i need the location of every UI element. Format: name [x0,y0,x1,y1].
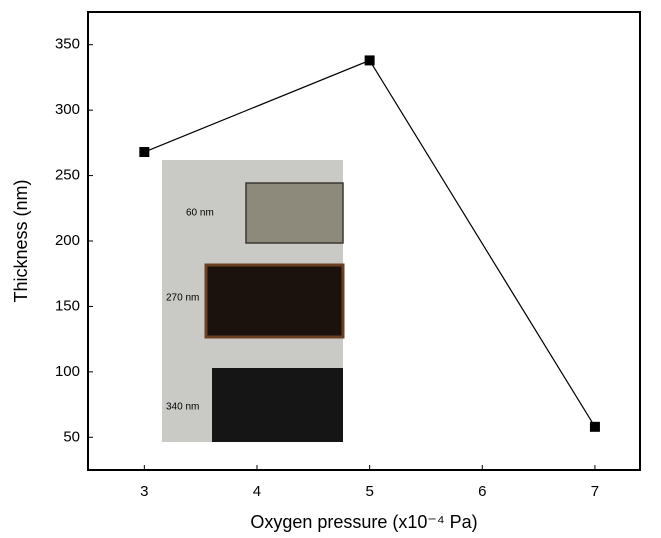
y-axis-label: Thickness (nm) [11,179,31,302]
y-tick-label: 300 [55,101,80,118]
y-tick-label: 250 [55,167,80,184]
y-tick-label: 200 [55,232,80,249]
x-tick-label: 6 [478,483,486,500]
chart: 60 nm 270 nm 340 nm Oxygen pressure (x10… [0,0,661,538]
marker [365,55,375,65]
annotation: 270 nm [166,293,199,304]
x-tick-label: 5 [365,483,373,500]
sample-slide [206,265,343,337]
y-tick-label: 150 [55,297,80,314]
marker [139,147,149,157]
sample-slide [246,183,343,243]
annotation: 60 nm [186,208,214,219]
x-tick-label: 7 [591,483,599,500]
y-tick-label: 100 [55,363,80,380]
marker [590,422,600,432]
x-tick-label: 4 [253,483,261,500]
inset-photo: 60 nm 270 nm 340 nm [162,160,343,442]
x-tick-label: 3 [140,483,148,500]
y-tick-label: 50 [63,428,80,445]
sample-slide [212,368,343,442]
x-axis-label: Oxygen pressure (x10⁻⁴ Pa) [250,512,477,532]
y-tick-label: 350 [55,36,80,53]
annotation: 340 nm [166,402,199,413]
